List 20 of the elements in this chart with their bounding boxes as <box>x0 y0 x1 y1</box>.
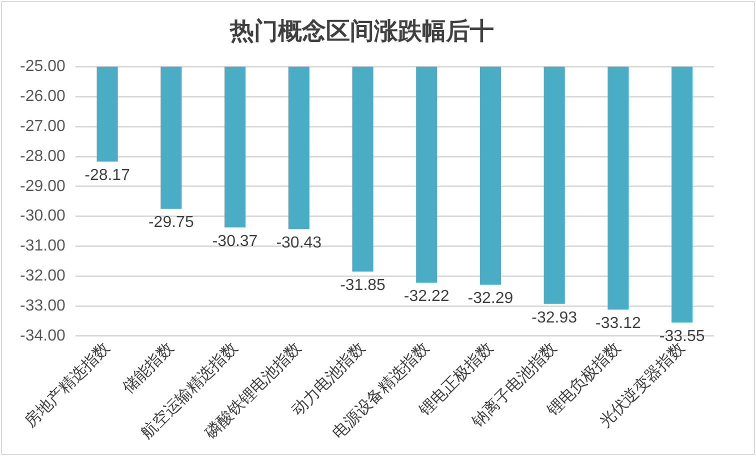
y-tick-label: -26.00 <box>20 88 66 106</box>
data-label: -28.17 <box>84 166 130 184</box>
y-tick-label: -28.00 <box>20 148 66 165</box>
data-label: -32.93 <box>532 309 578 326</box>
y-tick-label: -30.00 <box>20 208 66 225</box>
y-tick-label: -32.00 <box>20 268 66 285</box>
y-tick-label: -29.00 <box>20 178 66 195</box>
chart-title: 热门概念区间涨跌幅后十 <box>229 18 494 46</box>
y-tick-label: -34.00 <box>20 327 66 344</box>
y-tick-label: -33.00 <box>20 297 66 314</box>
y-tick-label: -27.00 <box>20 118 66 136</box>
data-label: -30.37 <box>212 232 258 250</box>
data-label: -32.22 <box>404 288 450 306</box>
data-label: -32.29 <box>468 290 514 308</box>
data-label: -31.85 <box>340 277 386 294</box>
data-label: -30.43 <box>276 234 322 252</box>
data-label: -29.75 <box>148 214 194 232</box>
y-tick-label: -31.00 <box>20 238 66 255</box>
y-tick-label: -25.00 <box>20 58 66 76</box>
data-label: -33.12 <box>596 315 641 332</box>
